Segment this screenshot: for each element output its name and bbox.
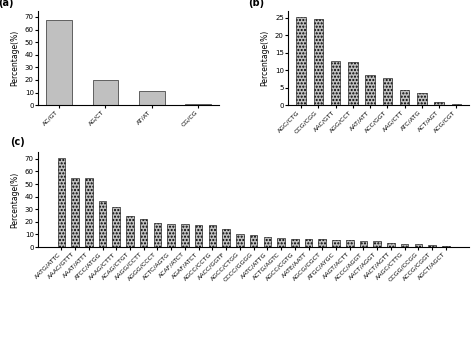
Text: (c): (c) [10, 137, 25, 147]
Bar [139, 91, 164, 105]
Bar [154, 223, 161, 247]
Bar [346, 240, 354, 247]
Bar [140, 219, 147, 247]
Bar [415, 244, 422, 247]
Bar [383, 78, 392, 105]
Bar [319, 239, 326, 247]
Bar [331, 61, 340, 105]
Bar [181, 225, 189, 247]
Bar [313, 19, 323, 105]
Bar [250, 235, 257, 247]
Bar [277, 238, 285, 247]
Y-axis label: Percentage(%): Percentage(%) [10, 30, 19, 86]
Bar [71, 178, 79, 247]
Text: (a): (a) [0, 0, 14, 8]
Bar [195, 225, 202, 247]
Bar [332, 240, 340, 247]
Bar [428, 245, 436, 247]
Text: (b): (b) [248, 0, 264, 8]
Bar [92, 80, 118, 105]
Bar [99, 201, 106, 247]
Bar [112, 207, 120, 247]
Bar [417, 92, 427, 105]
Bar [126, 216, 134, 247]
Bar [222, 229, 230, 247]
Bar [401, 244, 409, 247]
Bar [387, 243, 395, 247]
Bar [365, 75, 375, 105]
Bar [236, 234, 244, 247]
Bar [264, 237, 271, 247]
Bar [85, 178, 92, 247]
Bar [348, 62, 357, 105]
Bar [46, 20, 72, 105]
Y-axis label: Percentage(%): Percentage(%) [260, 30, 269, 86]
Bar [185, 104, 211, 105]
Bar [374, 241, 381, 247]
Bar [291, 239, 299, 247]
Bar [434, 102, 444, 105]
Bar [442, 246, 450, 247]
Bar [305, 239, 312, 247]
Bar [400, 90, 409, 105]
Bar [167, 224, 175, 247]
Bar [360, 241, 367, 247]
Bar [296, 17, 306, 105]
Y-axis label: Percentage(%): Percentage(%) [10, 172, 19, 228]
Bar [57, 157, 65, 247]
Bar [209, 225, 216, 247]
Bar [452, 104, 461, 105]
